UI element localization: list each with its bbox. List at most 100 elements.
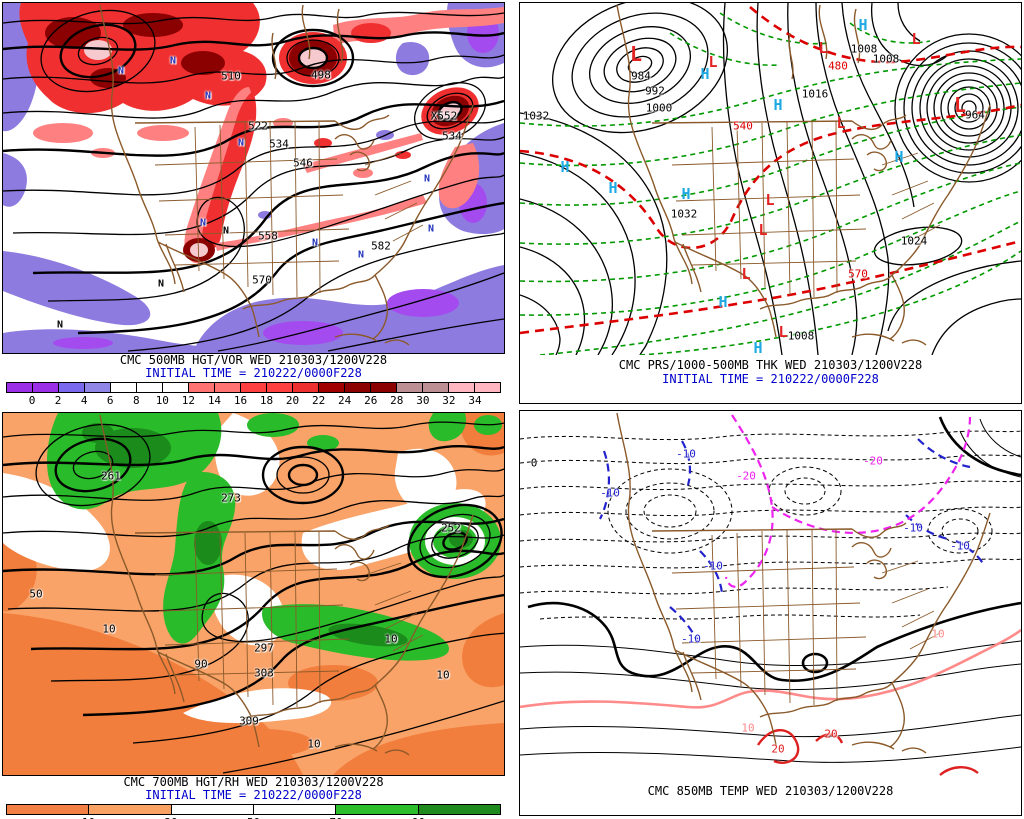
thickness-label: 480 xyxy=(828,59,848,73)
panel-title: CMC PRS/1000-500MB THK WED 210303/1200V2… xyxy=(618,358,923,372)
height-label: 309 xyxy=(239,714,259,728)
temp-label-plus10: 10 xyxy=(931,627,945,641)
colorbar-tick: 28 xyxy=(390,394,404,407)
map-graphic-mslp xyxy=(519,0,1024,356)
colorbar-tick: 14 xyxy=(207,394,222,407)
colorbar-segment xyxy=(137,383,163,392)
map-mslp-thickness: 1032 984 992 1000 1016 1008 1008 1032 10… xyxy=(519,0,1024,356)
temp-label-minus10: -10 xyxy=(600,486,620,500)
vort-min-marker: N xyxy=(237,137,245,149)
pressure-label: 1008 xyxy=(850,42,878,56)
vort-min-marker: N xyxy=(222,225,230,237)
geography-outline xyxy=(99,414,474,756)
map-graphic-500mb xyxy=(3,3,504,353)
colorbar-segment xyxy=(253,805,337,814)
pressure-label: 1016 xyxy=(801,87,829,101)
colorbar-segment xyxy=(89,805,172,814)
colorbar-tick: 8 xyxy=(132,394,140,407)
map-850mb-temp: -10 -10 -10 -10 -10 -10 -20 -20 10 10 20… xyxy=(519,411,1022,779)
thickness-label: 570 xyxy=(848,267,868,281)
colorbar-segment xyxy=(33,383,59,392)
rh-label: 10 xyxy=(102,622,116,636)
colorbar-segment xyxy=(241,383,267,392)
colorbar-segment xyxy=(59,383,85,392)
high-symbol: H xyxy=(718,292,728,311)
colorbar-segment xyxy=(475,383,500,392)
colorbar-tick: 2 xyxy=(54,394,62,407)
colorbar-tick: 70 xyxy=(329,816,342,819)
colorbar-tick: 6 xyxy=(106,394,114,407)
colorbar-tick: 32 xyxy=(442,394,456,407)
humidity-colorbar xyxy=(6,804,501,815)
vort-min-marker: N xyxy=(204,90,212,102)
rh-label: 10 xyxy=(436,668,450,682)
map-graphic-850mb xyxy=(519,412,1022,776)
vort-min-marker: N xyxy=(169,55,177,67)
temp-label-minus10: -10 xyxy=(703,559,723,573)
vort-min-marker: N xyxy=(357,249,365,261)
pressure-label: 1032 xyxy=(670,207,698,221)
pressure-label: 992 xyxy=(645,84,665,98)
geography-outline xyxy=(99,4,474,346)
colorbar-segment xyxy=(111,383,137,392)
height-contours-500mb xyxy=(3,9,504,352)
colorbar-segment xyxy=(189,383,215,392)
colorbar-tick: 22 xyxy=(312,394,326,407)
pressure-label: 1008 xyxy=(872,52,900,66)
colorbar-tick: 12 xyxy=(181,394,195,407)
pressure-label: 1024 xyxy=(900,234,928,248)
vort-min-marker: N xyxy=(157,278,165,290)
panel-title: CMC 850MB TEMP WED 210303/1200V228 xyxy=(647,784,894,798)
low-symbol: L xyxy=(765,190,775,209)
geography-outline xyxy=(616,412,991,754)
thickness-label: 540 xyxy=(733,119,753,133)
colorbar-segment xyxy=(345,383,371,392)
temp-label-minus20: -20 xyxy=(736,469,756,483)
plus20-isotherm xyxy=(757,729,979,776)
height-label: 273 xyxy=(221,491,241,505)
temp-label-zero: 0 xyxy=(530,456,538,470)
colorbar-segment xyxy=(336,805,419,814)
colorbar-tick: 26 xyxy=(364,394,378,407)
colorbar-tick: 34 xyxy=(468,394,482,407)
height-label: 558 xyxy=(258,229,278,243)
panel-title: CMC 500MB HGT/VOR WED 210303/1200V228 xyxy=(119,353,388,367)
height-label: 570 xyxy=(252,273,272,287)
low-symbol: L xyxy=(629,41,643,66)
height-contours-700mb xyxy=(3,421,504,774)
height-label: 297 xyxy=(254,641,274,655)
low-symbol: L xyxy=(778,322,788,341)
height-label: 534 xyxy=(269,137,289,151)
low-symbol: L xyxy=(836,113,846,132)
height-label: 522 xyxy=(248,119,268,133)
height-label: 582 xyxy=(371,239,391,253)
low-symbol: L xyxy=(911,29,921,48)
map-500mb-hgt-vor: 510 522 534 546 558 570 582 X552 534 498… xyxy=(2,2,505,354)
temp-label-plus10: 10 xyxy=(741,721,755,735)
colorbar-tick: 4 xyxy=(80,394,88,407)
high-symbol: H xyxy=(700,64,710,83)
colorbar-segment xyxy=(423,383,449,392)
vort-min-marker: N xyxy=(423,173,431,185)
height-label: 261 xyxy=(101,469,121,483)
panel-title: CMC 700MB HGT/RH WED 210303/1200V228 xyxy=(123,775,384,789)
pressure-label: 1008 xyxy=(787,329,815,343)
vort-min-marker: N xyxy=(117,65,125,77)
vort-min-marker: N xyxy=(199,217,207,229)
colorbar-segment xyxy=(7,383,33,392)
high-symbol: H xyxy=(681,184,691,203)
vorticity-colorbar xyxy=(6,382,501,393)
temp-label-minus10: -10 xyxy=(950,539,970,553)
colorbar-segment xyxy=(7,805,90,814)
low-center-value: 964 xyxy=(965,108,985,122)
humidity-colorbar-ticks: 10 30 50 70 90 xyxy=(6,816,501,819)
colorbar-tick: 90 xyxy=(412,816,425,819)
colorbar-tick: 30 xyxy=(164,816,177,819)
initial-time-caption: INITIAL TIME = 210222/0000F228 xyxy=(145,788,362,802)
low-symbol: L xyxy=(818,38,828,57)
colorbar-tick: 0 xyxy=(28,394,36,407)
colorbar-tick: 16 xyxy=(233,394,248,407)
colorbar-segment xyxy=(319,383,345,392)
mslp-contours xyxy=(519,0,1024,356)
